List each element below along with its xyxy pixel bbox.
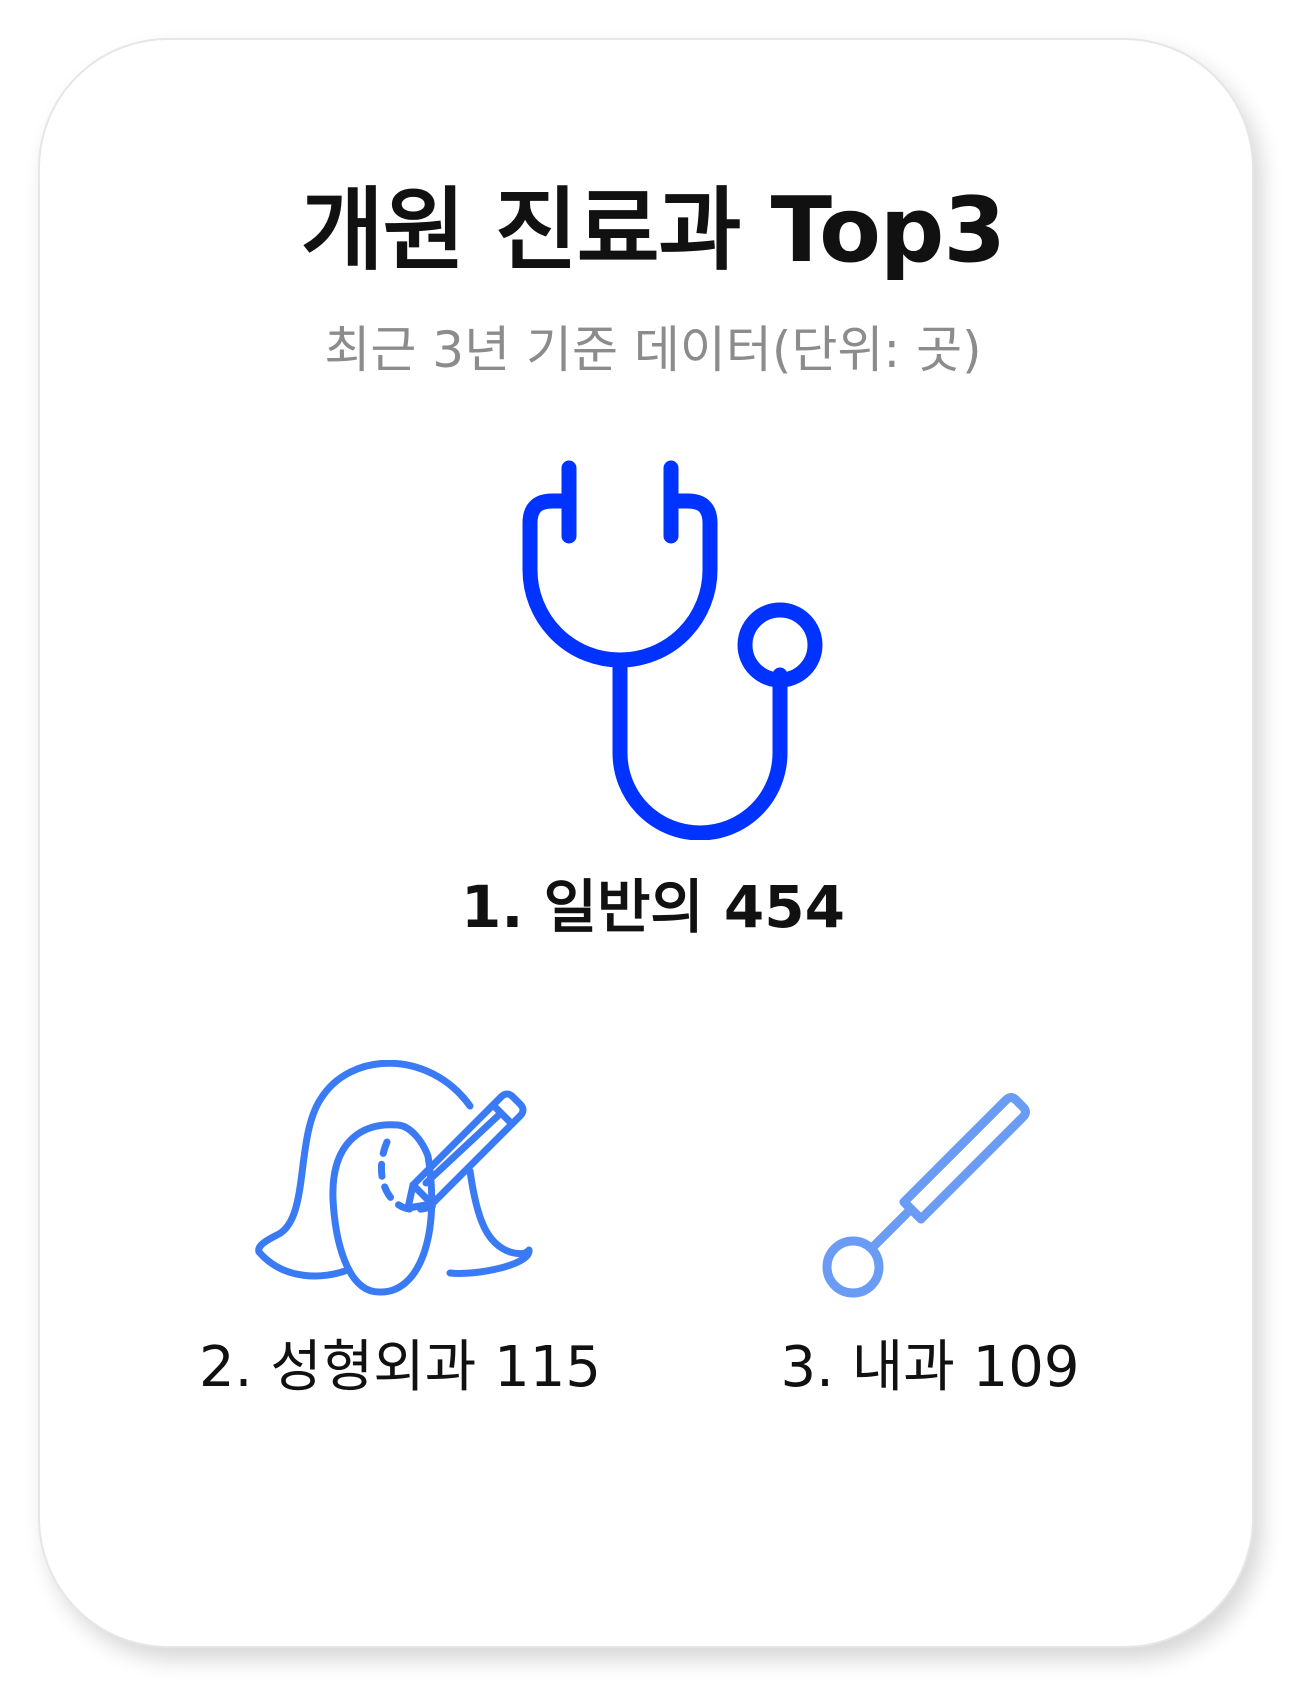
face-pen-icon [255, 1060, 533, 1296]
rank-2-label: 2. 성형외과 115 [199, 1335, 601, 1400]
page-subtitle: 최근 3년 기준 데이터(단위: 곳) [324, 321, 982, 379]
stethoscope-icon [522, 460, 823, 840]
page-title: 개원 진료과 Top3 [301, 178, 1006, 283]
rank-1-label: 1. 일반의 454 [461, 873, 845, 941]
rank-3-label: 3. 내과 109 [780, 1335, 1080, 1400]
reflex-mirror-icon [822, 1093, 1030, 1298]
infographic-card [38, 38, 1254, 1648]
